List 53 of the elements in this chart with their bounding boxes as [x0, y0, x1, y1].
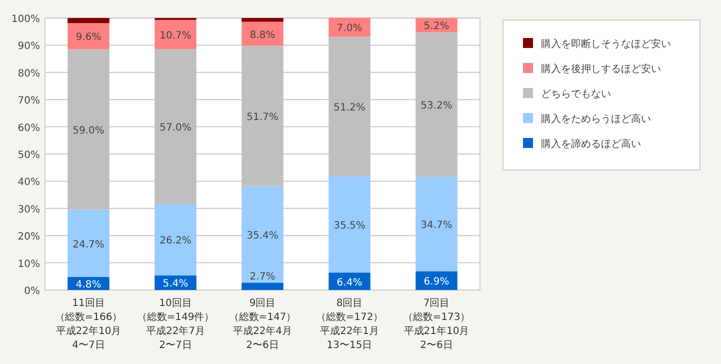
- x-tick-label: 9回目（総数=147）平成22年4月2〜6日: [228, 298, 296, 351]
- bar: [242, 186, 284, 283]
- legend-label: 購入を諦めるほど高い: [541, 138, 641, 150]
- data-label: 53.2%: [420, 100, 452, 112]
- y-tick-label: 90%: [18, 41, 40, 52]
- bar: [328, 176, 370, 273]
- bar: [68, 23, 110, 50]
- y-tick-label: 40%: [18, 177, 40, 188]
- bar: [68, 210, 110, 277]
- legend-label: 購入を後押しするほど安い: [541, 63, 661, 75]
- legend-label: どちらでもない: [541, 89, 611, 100]
- x-tick-label: 7回目（総数=173）平成21年10月2〜6日: [402, 298, 470, 351]
- data-label: 9.6%: [76, 32, 102, 44]
- y-tick-label: 70%: [18, 96, 40, 107]
- bar: [154, 204, 196, 276]
- y-tick-label: 30%: [18, 204, 40, 216]
- bar: [328, 18, 370, 37]
- x-tick-label: 8回目（総数=172）平成22年1月13〜15日: [316, 298, 384, 351]
- bar: [242, 282, 284, 290]
- data-label: 6.9%: [424, 276, 450, 288]
- bar: [68, 18, 110, 24]
- data-label: 51.7%: [246, 112, 278, 124]
- y-tick-label: 50%: [18, 150, 40, 161]
- bar: [416, 271, 458, 290]
- data-label: 34.7%: [420, 220, 452, 232]
- data-label: 4.8%: [76, 279, 102, 290]
- data-label: 7.0%: [336, 23, 362, 34]
- y-tick-label: 60%: [18, 122, 40, 134]
- y-tick-label: 10%: [18, 258, 40, 270]
- data-label: 8.8%: [250, 30, 276, 41]
- data-label: 10.7%: [160, 30, 192, 42]
- data-label: 35.4%: [246, 230, 278, 242]
- x-tick-label: 10回目（総数=149件）平成22年7月2〜7日: [136, 298, 214, 351]
- bar: [242, 18, 284, 22]
- data-label: 51.2%: [334, 102, 366, 114]
- data-label: 26.2%: [160, 236, 192, 247]
- data-label: 5.2%: [424, 21, 450, 32]
- x-tick-label: 11回目（総数=166）平成22年10月4〜7日: [54, 298, 122, 351]
- data-label: 24.7%: [72, 239, 104, 250]
- data-label: 35.5%: [334, 220, 366, 232]
- legend-label: 購入をためらうほど高い: [541, 113, 651, 125]
- data-label: 2.7%: [250, 272, 276, 283]
- legend-label: 購入を即断しそうなほど安い: [541, 38, 671, 50]
- data-label: 57.0%: [160, 122, 192, 134]
- y-tick-label: 80%: [18, 68, 40, 80]
- data-label: 59.0%: [72, 126, 104, 137]
- y-tick-label: 0%: [24, 286, 40, 297]
- data-label: 5.4%: [162, 278, 188, 290]
- y-tick-label: 20%: [18, 232, 40, 243]
- data-label: 6.4%: [336, 277, 362, 288]
- bar: [416, 176, 458, 272]
- y-tick-label: 100%: [11, 14, 40, 25]
- bar: [154, 20, 196, 50]
